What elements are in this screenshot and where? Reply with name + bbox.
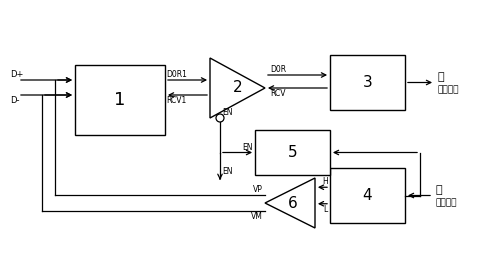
Bar	[255, 130, 330, 175]
Text: 光: 光	[435, 186, 441, 196]
Text: RCV: RCV	[270, 89, 286, 98]
Text: 2: 2	[233, 80, 243, 95]
Text: D0R1: D0R1	[166, 70, 187, 79]
Text: （发射）: （发射）	[437, 85, 458, 94]
Text: D+: D+	[10, 70, 23, 79]
Text: 1: 1	[114, 91, 125, 109]
Bar	[75, 65, 165, 135]
Bar	[330, 168, 405, 223]
Text: EN: EN	[243, 143, 253, 151]
Text: VP: VP	[253, 185, 263, 194]
Text: RCV1: RCV1	[166, 96, 186, 105]
Text: D-: D-	[10, 96, 19, 105]
Text: 4: 4	[363, 188, 372, 203]
Text: H: H	[322, 177, 328, 186]
Text: （接收）: （接收）	[435, 198, 456, 207]
Bar	[330, 55, 405, 110]
Text: VM: VM	[251, 212, 263, 221]
Text: 6: 6	[288, 196, 298, 211]
Text: D0R: D0R	[270, 65, 286, 74]
Text: 5: 5	[288, 145, 297, 160]
Text: EN: EN	[222, 108, 233, 117]
Text: 光: 光	[437, 73, 443, 83]
Text: 3: 3	[363, 75, 372, 90]
Text: L: L	[324, 205, 328, 214]
Text: EN: EN	[222, 167, 233, 176]
